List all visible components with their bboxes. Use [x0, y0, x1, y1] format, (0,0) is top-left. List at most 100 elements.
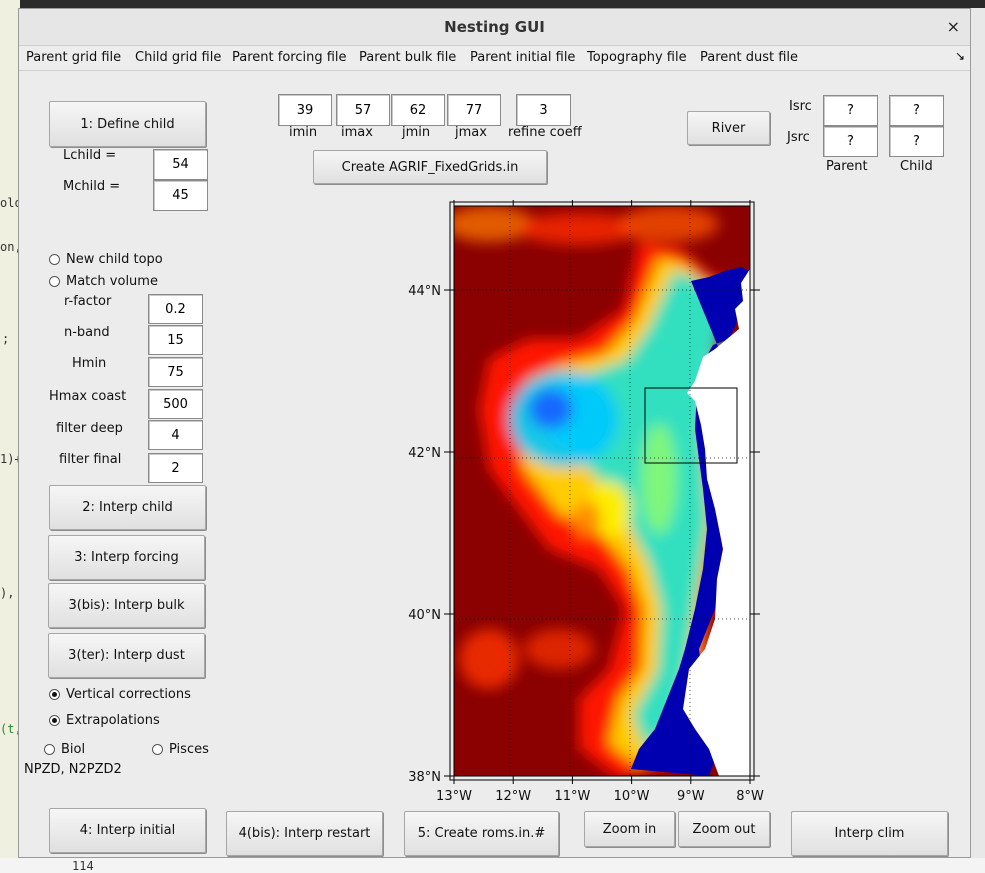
menu-bar: Parent grid file Child grid file Parent …: [19, 45, 970, 71]
menu-parent-forcing-file[interactable]: Parent forcing file: [232, 50, 347, 65]
land: [683, 269, 750, 776]
child-jsrc-field[interactable]: ?: [889, 126, 944, 157]
background-window-strip: [970, 8, 985, 873]
refine-coeff-label: refine coeff: [508, 125, 582, 140]
match-volume-radio[interactable]: [49, 276, 60, 287]
interp-bulk-button[interactable]: 3(bis): Interp bulk: [48, 583, 205, 628]
background-text: (t,: [0, 722, 22, 736]
map-frame: [449, 201, 755, 781]
vertical-corrections-radio[interactable]: [49, 689, 60, 700]
hmax-coast-label: Hmax coast: [49, 389, 127, 404]
menu-parent-dust-file[interactable]: Parent dust file: [700, 50, 799, 65]
menu-parent-bulk-file[interactable]: Parent bulk file: [359, 50, 457, 65]
background-text: on,: [0, 240, 22, 254]
parent-label: Parent: [826, 159, 868, 174]
parent-isrc-field[interactable]: ?: [823, 95, 878, 126]
background-editor-strip: olo on, ; 1)+ ), (t,: [0, 0, 22, 873]
extrapolations-label: Extrapolations: [66, 713, 160, 728]
imin-label: imin: [289, 125, 318, 140]
x-tick-label: 13°W: [436, 789, 472, 804]
zoom-out-button[interactable]: Zoom out: [678, 811, 770, 847]
interp-dust-button[interactable]: 3(ter): Interp dust: [48, 633, 205, 678]
create-agrif-button[interactable]: Create AGRIF_FixedGrids.in: [313, 150, 547, 184]
jmax-label: jmax: [455, 125, 487, 140]
menu-topography-file[interactable]: Topography file: [587, 50, 687, 65]
jmax-field[interactable]: 77: [447, 94, 501, 126]
rfactor-field[interactable]: 0.2: [148, 294, 203, 324]
map-gridlines: [454, 206, 750, 776]
jsrc-label: Jsrc: [787, 130, 810, 145]
background-bottom-strip: 114: [0, 858, 985, 873]
create-romsin-button[interactable]: 5: Create roms.in.#: [404, 811, 559, 856]
lchild-field[interactable]: 54: [153, 149, 208, 180]
close-icon[interactable]: ×: [946, 17, 960, 36]
filter-deep-label: filter deep: [56, 421, 123, 436]
filter-deep-field[interactable]: 4: [148, 420, 203, 450]
jmin-label: jmin: [402, 125, 431, 140]
x-tick-label: 9°W: [677, 789, 705, 804]
x-tick-label: 11°W: [554, 789, 590, 804]
nesting-gui-window: Nesting GUI × Parent grid file Child gri…: [18, 8, 971, 858]
interp-initial-button[interactable]: 4: Interp initial: [49, 808, 206, 853]
new-child-topo-radio[interactable]: [49, 254, 60, 265]
match-volume-label: Match volume: [66, 274, 158, 289]
bathymetry-map[interactable]: 13°W 12°W 11°W 10°W 9°W 8°W 38°N 40°N 42°N 44°N: [19, 9, 970, 857]
child-isrc-field[interactable]: ?: [889, 95, 944, 126]
biol-label: Biol: [61, 742, 86, 757]
river-button[interactable]: River: [687, 111, 770, 145]
hmax-coast-field[interactable]: 500: [148, 389, 203, 419]
mchild-field[interactable]: 45: [153, 180, 208, 211]
imax-label: imax: [341, 125, 373, 140]
imin-field[interactable]: 39: [278, 94, 332, 126]
biol-radio[interactable]: [44, 744, 55, 755]
filter-final-label: filter final: [59, 452, 122, 467]
interp-clim-button[interactable]: Interp clim: [791, 811, 948, 856]
lchild-label: Lchild =: [63, 148, 117, 163]
x-tick-label: 12°W: [495, 789, 531, 804]
interp-child-button[interactable]: 2: Interp child: [49, 485, 206, 530]
x-tick-label: 10°W: [614, 789, 650, 804]
npzd-label: NPZD, N2PZD2: [24, 762, 122, 777]
y-tick-label: 40°N: [408, 608, 441, 623]
title-bar[interactable]: Nesting GUI ×: [19, 9, 970, 45]
child-label: Child: [900, 159, 933, 174]
child-grid-box: [644, 387, 738, 464]
y-tick-label: 42°N: [408, 446, 441, 461]
pisces-label: Pisces: [169, 742, 209, 757]
vertical-corrections-label: Vertical corrections: [66, 687, 191, 702]
nband-label: n-band: [64, 325, 110, 340]
y-tick-label: 38°N: [408, 770, 441, 785]
bathymetry-field: [454, 206, 750, 776]
refine-coeff-field[interactable]: 3: [516, 94, 571, 126]
new-child-topo-label: New child topo: [66, 252, 163, 267]
nband-field[interactable]: 15: [148, 325, 203, 355]
jmin-field[interactable]: 62: [391, 94, 445, 126]
background-text: olo: [0, 196, 22, 210]
background-text: ;: [2, 332, 10, 346]
isrc-label: Isrc: [789, 99, 812, 114]
imax-field[interactable]: 57: [336, 94, 390, 126]
y-tick-label: 44°N: [408, 284, 441, 299]
define-child-button[interactable]: 1: Define child: [49, 101, 206, 147]
menu-overflow-icon[interactable]: ↘: [955, 49, 966, 63]
parent-jsrc-field[interactable]: ?: [823, 126, 878, 157]
window-title: Nesting GUI: [444, 18, 545, 36]
menu-parent-grid-file[interactable]: Parent grid file: [26, 50, 122, 65]
x-tick-label: 8°W: [736, 789, 764, 804]
interp-restart-button[interactable]: 4(bis): Interp restart: [226, 811, 383, 856]
rfactor-label: r-factor: [64, 294, 112, 309]
extrapolations-radio[interactable]: [49, 715, 60, 726]
background-text: ),: [0, 586, 15, 600]
desktop-top-strip: [0, 0, 985, 8]
hmin-field[interactable]: 75: [148, 357, 203, 387]
mchild-label: Mchild =: [63, 179, 121, 194]
menu-parent-initial-file[interactable]: Parent initial file: [470, 50, 576, 65]
interp-forcing-button[interactable]: 3: Interp forcing: [48, 535, 205, 580]
background-text: 114: [72, 859, 94, 873]
zoom-in-button[interactable]: Zoom in: [584, 811, 675, 847]
filter-final-field[interactable]: 2: [148, 453, 203, 483]
pisces-radio[interactable]: [152, 744, 163, 755]
menu-child-grid-file[interactable]: Child grid file: [135, 50, 222, 65]
hmin-label: Hmin: [72, 356, 107, 371]
background-text: 1)+: [0, 452, 22, 466]
